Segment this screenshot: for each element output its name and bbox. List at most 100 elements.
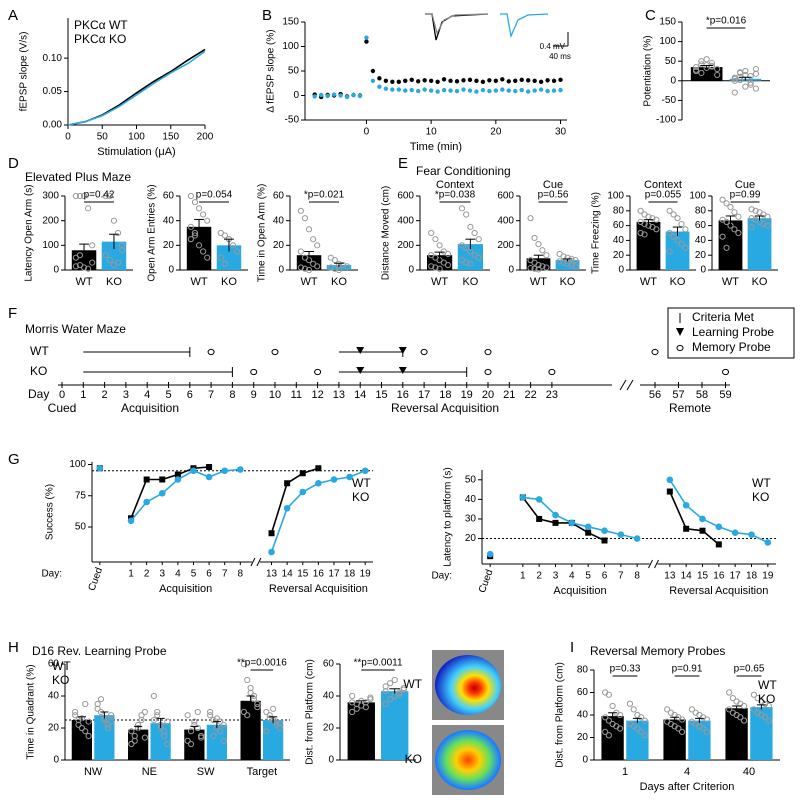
y-axis-label: Potentiation (%) xyxy=(643,35,654,106)
data-point xyxy=(210,716,217,724)
data-point xyxy=(493,78,499,84)
data-point xyxy=(638,728,645,735)
data-point xyxy=(240,660,247,668)
axis-break xyxy=(654,559,659,569)
x-tick-label: 8 xyxy=(238,569,244,580)
y-tick-label: 30 xyxy=(465,514,477,525)
data-point xyxy=(80,192,88,200)
bar xyxy=(240,700,261,760)
data-point xyxy=(641,717,648,724)
sig-label: p=0.56 xyxy=(538,190,569,201)
marker xyxy=(283,504,291,512)
bar xyxy=(636,221,661,270)
y-tick-label: 60 xyxy=(163,191,175,202)
panel-letter: F xyxy=(8,305,17,322)
bar xyxy=(94,715,115,760)
x-tick-label: 16 xyxy=(313,569,325,580)
x-axis-label: Day: xyxy=(431,571,452,582)
day-label: 9 xyxy=(251,389,257,401)
panel-letter: G xyxy=(8,451,20,468)
data-point xyxy=(207,712,214,719)
data-point xyxy=(641,221,648,228)
x-tick-label: NW xyxy=(84,766,103,778)
data-point xyxy=(674,237,681,244)
axis-break xyxy=(626,379,634,391)
data-point xyxy=(535,241,542,248)
x-tick-label: 7 xyxy=(222,569,228,580)
data-point xyxy=(266,712,273,719)
data-point xyxy=(752,70,760,77)
day-label: 1 xyxy=(80,389,86,401)
axis-break xyxy=(250,557,256,567)
legend-marker xyxy=(676,328,684,336)
panel-letter: A xyxy=(8,7,18,24)
y-tick-label: 20 xyxy=(163,240,175,251)
marker xyxy=(284,480,291,487)
x-tick-label: KO xyxy=(221,276,237,288)
y-tick-label: 60 xyxy=(273,191,285,202)
data-point xyxy=(72,712,79,719)
data-point xyxy=(244,676,251,684)
y-tick-label: 40 xyxy=(323,691,335,702)
marker xyxy=(617,531,625,538)
data-point xyxy=(616,725,624,732)
learning-probe xyxy=(356,367,365,374)
marker xyxy=(315,479,322,487)
y-tick-label: 50 xyxy=(665,56,677,67)
marker xyxy=(96,464,104,472)
data-point xyxy=(467,223,474,230)
subtitle: Cue xyxy=(543,179,563,191)
x-tick-label: WT xyxy=(530,276,547,288)
data-point xyxy=(719,233,726,240)
data-point xyxy=(754,695,761,702)
data-point xyxy=(493,88,499,93)
data-point xyxy=(764,213,771,220)
y-tick-label: 50 xyxy=(288,66,300,77)
data-point xyxy=(678,728,686,735)
data-point xyxy=(349,699,356,706)
day-label: 20 xyxy=(482,389,494,401)
data-point xyxy=(370,68,376,74)
marker xyxy=(346,473,353,481)
data-point xyxy=(475,254,482,261)
bar xyxy=(526,258,551,270)
series-line xyxy=(67,48,206,126)
data-point xyxy=(76,252,84,259)
day-label: 57 xyxy=(672,389,684,401)
data-point xyxy=(444,250,452,258)
bar xyxy=(381,691,409,760)
memory-probe xyxy=(250,368,258,376)
y-axis-label: Dist. from Platform (cm) xyxy=(305,659,316,765)
bar xyxy=(128,729,149,760)
data-point xyxy=(78,724,85,732)
data-point xyxy=(310,236,317,243)
data-point xyxy=(729,695,736,702)
data-point xyxy=(527,215,534,222)
data-point xyxy=(678,241,685,248)
y-tick-label: 0 xyxy=(53,755,59,766)
day-label: 19 xyxy=(461,389,473,401)
day-axis-label: Day xyxy=(28,387,49,401)
data-point xyxy=(110,217,118,224)
data-point xyxy=(213,715,220,722)
y-tick-label: 0 xyxy=(670,75,676,86)
data-point xyxy=(674,215,681,222)
data-point xyxy=(396,79,402,84)
y-axis-label: Latency to platform (s) xyxy=(443,467,454,566)
data-point xyxy=(748,215,755,222)
bar xyxy=(665,231,690,270)
axis-break-gap xyxy=(251,559,260,565)
x-axis-label: Time (min) xyxy=(410,141,462,153)
data-point xyxy=(641,231,648,238)
x-tick-label: Cued xyxy=(87,566,106,592)
data-point xyxy=(128,728,135,735)
y-tick-label: 0 xyxy=(293,90,299,101)
data-point xyxy=(748,223,755,231)
y-tick-label: 0 xyxy=(328,755,334,766)
data-point xyxy=(609,702,616,710)
marker xyxy=(174,471,181,478)
data-point xyxy=(692,63,700,71)
data-point xyxy=(532,78,537,84)
